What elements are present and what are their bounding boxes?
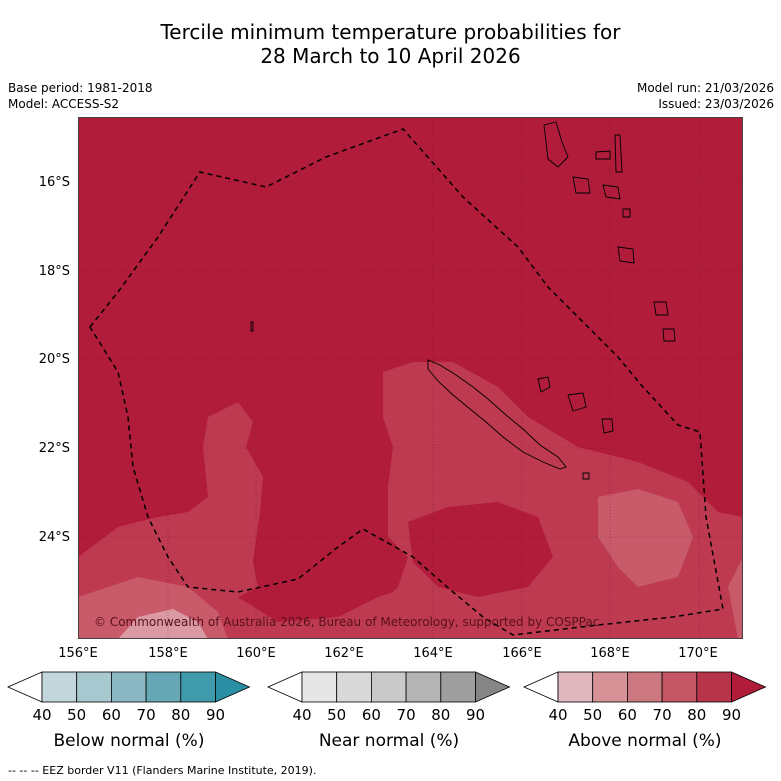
vanuatu-island-9 xyxy=(662,328,676,342)
colorbar-above-segment xyxy=(557,671,594,703)
probability-map xyxy=(78,117,743,639)
isle-of-pines xyxy=(582,472,590,480)
loyalty-island-2 xyxy=(567,392,587,412)
colorbar-below-tick: 60 xyxy=(101,706,121,724)
vanuatu-island-5 xyxy=(602,184,621,200)
colorbar-above-max-triangle xyxy=(731,671,767,703)
colorbar-above-segment xyxy=(696,671,732,703)
colorbars xyxy=(7,671,767,703)
colorbar-near-tick: 40 xyxy=(292,706,312,724)
probability-region-lighter-3 xyxy=(728,557,743,639)
model-label: Model: ACCESS-S2 xyxy=(8,97,120,111)
colorbar-above-normal xyxy=(523,671,767,703)
colorbar-above-segment xyxy=(661,671,698,703)
loyalty-island-1 xyxy=(537,376,551,393)
colorbar-near-max-triangle xyxy=(475,671,511,703)
issued-label: Issued: 23/03/2026 xyxy=(658,97,774,111)
colorbar-above-segment xyxy=(592,671,628,703)
colorbar-above-tick: 50 xyxy=(583,706,603,724)
colorbar-title-near: Near normal (%) xyxy=(318,731,460,751)
probability-region-dark-patch xyxy=(408,502,553,597)
eez-footnote: -- -- -- EEZ border V11 (Flanders Marine… xyxy=(8,764,317,777)
map-title-line1: Tercile minimum temperature probabilitie… xyxy=(160,20,621,44)
colorbar-below-min-triangle xyxy=(7,671,43,703)
colorbar-title-above: Above normal (%) xyxy=(568,731,722,751)
lon-label-162e: 162°E xyxy=(324,646,364,661)
colorbar-near-tick: 60 xyxy=(361,706,381,724)
lon-label-158e: 158°E xyxy=(148,646,188,661)
colorbar-title-below: Below normal (%) xyxy=(53,731,205,751)
lon-label-156e: 156°E xyxy=(58,646,98,661)
lat-label-18s: 18°S xyxy=(38,264,70,279)
colorbar-below-tick: 40 xyxy=(32,706,52,724)
colorbar-below-segment xyxy=(145,671,182,703)
vanuatu-island-2 xyxy=(614,134,623,173)
probability-region-lighter-2 xyxy=(598,489,693,587)
colorbar-near-tick: 90 xyxy=(465,706,486,724)
vanuatu-island-8 xyxy=(653,301,669,316)
lat-label-16s: 16°S xyxy=(38,175,70,190)
lon-label-166e: 166°E xyxy=(502,646,542,661)
gridlines xyxy=(78,117,743,639)
colorbar-near-normal xyxy=(267,671,511,703)
colorbar-above-tick: 80 xyxy=(687,706,707,724)
eez-border xyxy=(89,128,724,636)
lon-label-164e: 164°E xyxy=(413,646,453,661)
copyright-notice: © Commonwealth of Australia 2026, Bureau… xyxy=(94,615,600,629)
lat-label-20s: 20°S xyxy=(38,352,70,367)
map-title-line2: 28 March to 10 April 2026 xyxy=(260,44,521,68)
lon-label-168e: 168°E xyxy=(590,646,630,661)
vanuatu-island-4 xyxy=(572,176,591,194)
colorbar-below-segment xyxy=(41,671,78,703)
colorbar-near-segment xyxy=(370,671,407,703)
colorbar-above-tick: 70 xyxy=(652,706,672,724)
colorbar-near-tick: 50 xyxy=(327,706,347,724)
vanuatu-island-7 xyxy=(617,246,635,264)
base-period-label: Base period: 1981-2018 xyxy=(8,81,153,95)
colorbar-near-tick: 70 xyxy=(396,706,416,724)
small-island-1 xyxy=(250,321,254,332)
lon-label-170e: 170°E xyxy=(678,646,718,661)
colorbar-near-min-triangle xyxy=(267,671,303,703)
vanuatu-island-3 xyxy=(595,150,611,160)
colorbar-above-tick: 90 xyxy=(721,706,742,724)
colorbar-above-tick: 60 xyxy=(617,706,637,724)
colorbar-near-segment xyxy=(405,671,442,703)
lat-label-24s: 24°S xyxy=(38,530,70,545)
colorbar-below-tick: 70 xyxy=(136,706,156,724)
colorbar-below-segment xyxy=(111,671,147,703)
colorbar-near-segment xyxy=(440,671,476,703)
colorbar-below-normal xyxy=(7,671,251,703)
colorbar-below-tick: 50 xyxy=(67,706,87,724)
lat-label-22s: 22°S xyxy=(38,441,70,456)
colorbar-below-max-triangle xyxy=(215,671,251,703)
colorbar-above-segment xyxy=(627,671,663,703)
colorbar-near-segment xyxy=(336,671,372,703)
colorbar-near-tick: 80 xyxy=(431,706,451,724)
colorbar-above-tick: 40 xyxy=(548,706,568,724)
colorbar-below-tick: 80 xyxy=(171,706,191,724)
colorbar-below-segment xyxy=(76,671,112,703)
vanuatu-island-6 xyxy=(622,208,631,218)
colorbar-above-min-triangle xyxy=(523,671,559,703)
colorbar-near-segment xyxy=(301,671,338,703)
new-caledonia-island xyxy=(427,359,567,470)
vanuatu-island-1 xyxy=(543,121,569,168)
model-run-label: Model run: 21/03/2026 xyxy=(636,81,774,95)
colorbar-below-tick: 90 xyxy=(205,706,226,724)
probability-region-pale xyxy=(118,609,208,639)
lon-label-160e: 160°E xyxy=(236,646,276,661)
map-frame xyxy=(78,117,743,639)
loyalty-island-3 xyxy=(601,418,614,434)
colorbar-below-segment xyxy=(180,671,216,703)
